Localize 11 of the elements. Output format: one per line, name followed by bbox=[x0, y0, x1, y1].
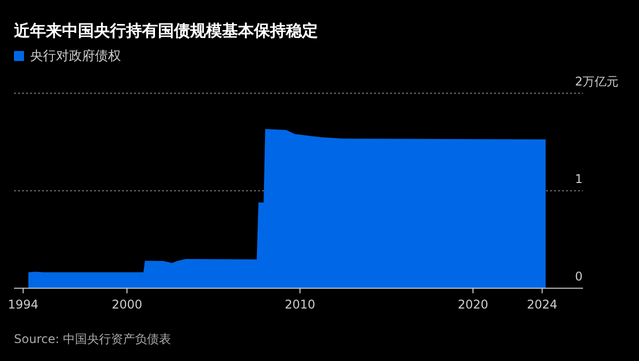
source-note: Source: 中国央行资产负债表 bbox=[14, 332, 172, 346]
legend-label: 央行对政府债权 bbox=[30, 48, 121, 64]
y-tick-label: 2万亿元 bbox=[575, 74, 619, 88]
x-tick-label: 2010 bbox=[284, 297, 316, 312]
x-tick-label: 1994 bbox=[8, 297, 38, 312]
y-tick-label: 1 bbox=[575, 172, 583, 186]
y-tick-label: 0 bbox=[575, 269, 583, 284]
x-tick-label: 2000 bbox=[112, 297, 142, 312]
chart-title: 近年来中国央行持有国债规模基本保持稳定 bbox=[13, 21, 318, 40]
x-tick-label: 2020 bbox=[458, 297, 488, 312]
x-tick-label: 2024 bbox=[526, 297, 558, 312]
